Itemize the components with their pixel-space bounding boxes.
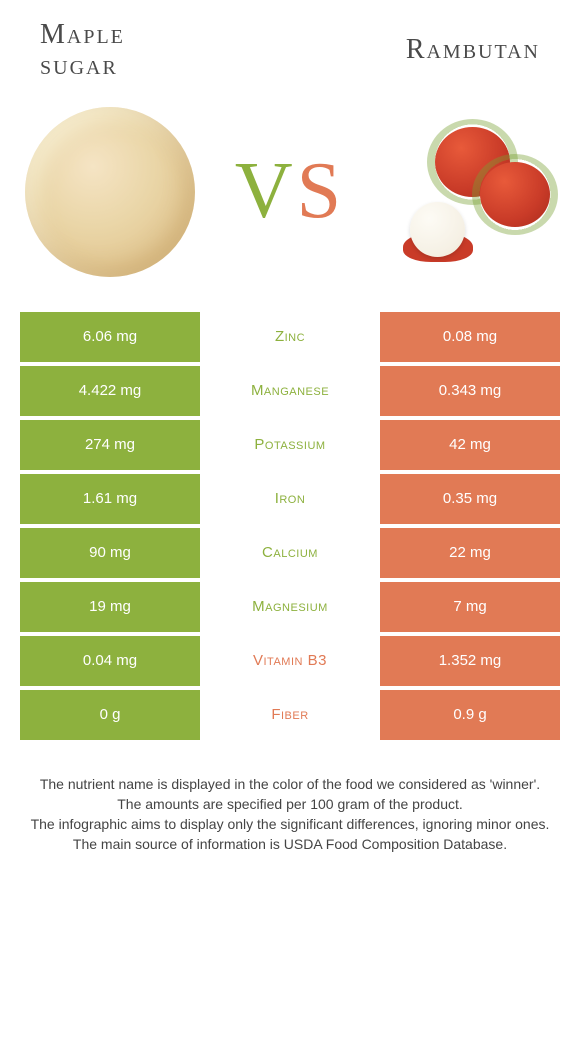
table-row: 6.06 mgZinc0.08 mg <box>20 312 560 362</box>
footer-line-4: The main source of information is USDA F… <box>20 834 560 854</box>
table-row: 0 gFiber0.9 g <box>20 690 560 740</box>
right-value-cell: 0.08 mg <box>380 312 560 362</box>
table-row: 19 mgMagnesium7 mg <box>20 582 560 632</box>
left-food-title-line2: sugar <box>40 51 125 82</box>
left-value-cell: 0.04 mg <box>20 636 200 686</box>
right-value-cell: 0.35 mg <box>380 474 560 524</box>
nutrient-label-cell: Fiber <box>200 690 380 740</box>
vs-s: S <box>297 147 346 235</box>
images-row: VS <box>0 92 580 312</box>
nutrient-label-cell: Manganese <box>200 366 380 416</box>
table-row: 274 mgPotassium42 mg <box>20 420 560 470</box>
header: Maple sugar Rambutan <box>0 0 580 92</box>
right-value-cell: 42 mg <box>380 420 560 470</box>
right-value-cell: 22 mg <box>380 528 560 578</box>
nutrient-label-cell: Potassium <box>200 420 380 470</box>
nutrient-label-cell: Iron <box>200 474 380 524</box>
rambutan-icon <box>385 122 555 262</box>
right-value-cell: 0.343 mg <box>380 366 560 416</box>
table-row: 90 mgCalcium22 mg <box>20 528 560 578</box>
footer-line-2: The amounts are specified per 100 gram o… <box>20 794 560 814</box>
left-value-cell: 19 mg <box>20 582 200 632</box>
left-food-image <box>20 102 200 282</box>
nutrient-label-cell: Zinc <box>200 312 380 362</box>
left-value-cell: 0 g <box>20 690 200 740</box>
nutrient-label-cell: Magnesium <box>200 582 380 632</box>
right-food-image <box>380 102 560 282</box>
left-food-title-line1: Maple <box>40 20 125 51</box>
left-value-cell: 6.06 mg <box>20 312 200 362</box>
table-row: 1.61 mgIron0.35 mg <box>20 474 560 524</box>
maple-sugar-icon <box>25 107 195 277</box>
left-food-title: Maple sugar <box>40 20 125 82</box>
right-value-cell: 0.9 g <box>380 690 560 740</box>
footer-line-1: The nutrient name is displayed in the co… <box>20 774 560 794</box>
comparison-table: 6.06 mgZinc0.08 mg4.422 mgManganese0.343… <box>0 312 580 740</box>
nutrient-label-cell: Vitamin B3 <box>200 636 380 686</box>
table-row: 4.422 mgManganese0.343 mg <box>20 366 560 416</box>
nutrient-label-cell: Calcium <box>200 528 380 578</box>
left-value-cell: 90 mg <box>20 528 200 578</box>
left-value-cell: 274 mg <box>20 420 200 470</box>
left-value-cell: 4.422 mg <box>20 366 200 416</box>
right-food-title: Rambutan <box>406 35 540 66</box>
right-value-cell: 1.352 mg <box>380 636 560 686</box>
right-value-cell: 7 mg <box>380 582 560 632</box>
left-value-cell: 1.61 mg <box>20 474 200 524</box>
vs-label: VS <box>235 146 345 237</box>
table-row: 0.04 mgVitamin B31.352 mg <box>20 636 560 686</box>
vs-v: V <box>235 147 297 235</box>
footer-line-3: The infographic aims to display only the… <box>20 814 560 834</box>
footer: The nutrient name is displayed in the co… <box>0 744 580 855</box>
